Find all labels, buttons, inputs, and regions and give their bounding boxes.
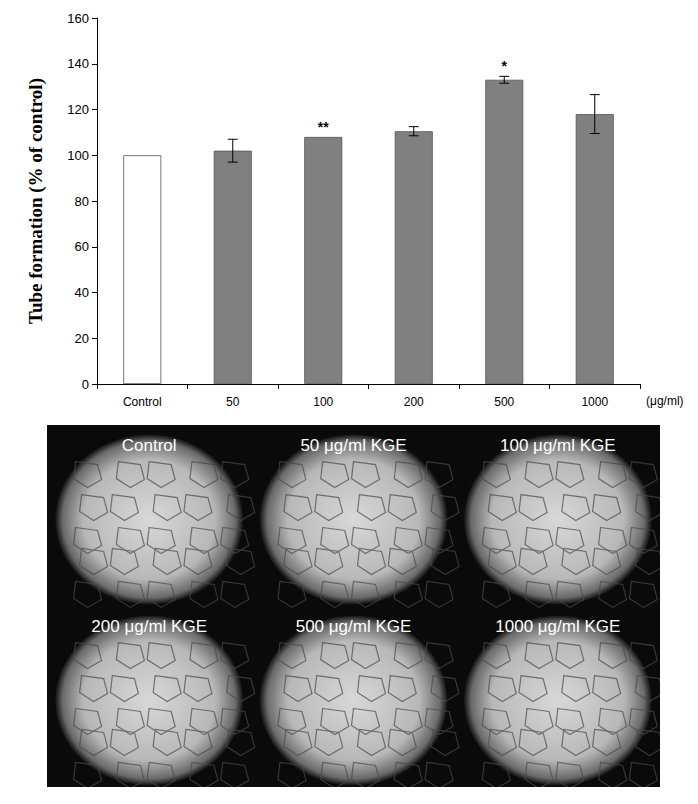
svg-text:120: 120 [67,102,89,117]
svg-text:100: 100 [67,148,89,163]
svg-text:Control: Control [122,436,177,455]
svg-text:100 μg/ml KGE: 100 μg/ml KGE [500,436,616,455]
svg-text:160: 160 [67,11,89,26]
svg-text:20: 20 [75,331,89,346]
svg-text:50: 50 [226,395,240,409]
svg-text:140: 140 [67,56,89,71]
svg-text:0: 0 [82,377,89,392]
svg-text:500: 500 [494,395,514,409]
svg-text:80: 80 [75,194,89,209]
svg-text:40: 40 [75,285,89,300]
svg-text:**: ** [318,119,329,135]
svg-text:500 μg/ml KGE: 500 μg/ml KGE [296,617,412,636]
svg-text:1000 μg/ml KGE: 1000 μg/ml KGE [495,617,620,636]
svg-text:*: * [502,58,508,74]
svg-text:200: 200 [404,395,424,409]
svg-text:(μg/ml): (μg/ml) [646,394,684,408]
svg-text:50 μg/ml KGE: 50 μg/ml KGE [300,436,406,455]
svg-text:60: 60 [75,239,89,254]
svg-text:Tube formation (% of control): Tube formation (% of control) [25,78,47,324]
svg-text:200 μg/ml KGE: 200 μg/ml KGE [91,617,207,636]
svg-text:Control: Control [123,395,162,409]
svg-text:100: 100 [313,395,333,409]
svg-text:1000: 1000 [581,395,608,409]
